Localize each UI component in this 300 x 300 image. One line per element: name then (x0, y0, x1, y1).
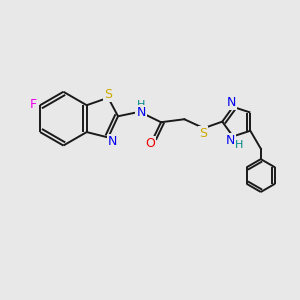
Text: N: N (227, 96, 236, 109)
Text: S: S (104, 88, 112, 101)
Text: F: F (30, 98, 37, 111)
Text: N: N (136, 106, 146, 119)
Text: H: H (137, 100, 145, 110)
Text: O: O (145, 136, 155, 150)
Text: N: N (225, 134, 235, 147)
Text: N: N (108, 134, 117, 148)
Text: H: H (235, 140, 243, 150)
Text: S: S (199, 127, 207, 140)
